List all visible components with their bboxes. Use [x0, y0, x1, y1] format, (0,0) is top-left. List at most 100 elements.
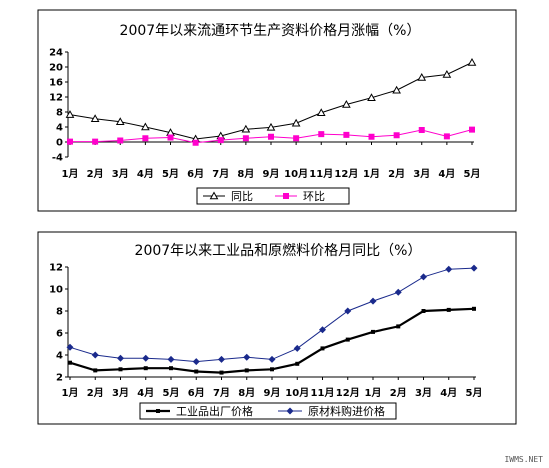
chart-1-series-1-point [417, 72, 427, 81]
chart-1-series-1-point [266, 122, 276, 131]
chart-1-x-tick-label: 4月 [438, 168, 455, 180]
chart-1-x-tick-label: 9月 [263, 168, 280, 180]
chart-2-series-2-point [445, 265, 453, 273]
chart-1-x-tick-label: 2月 [87, 168, 104, 180]
chart-1-x-tick-label: 3月 [413, 168, 430, 180]
chart-1-series-2-point [293, 135, 300, 142]
chart-1-series-2-point [393, 132, 400, 139]
chart-2-x-tick-label: 2月 [390, 387, 407, 399]
chart-1-x-tick-label: 1月 [62, 168, 79, 180]
chart-2-series [66, 264, 478, 375]
chart-2-series-2-point [394, 288, 402, 296]
chart-2-series-2-point [91, 351, 99, 359]
chart-2-series-1-point [93, 368, 98, 373]
chart-2-legend-label-1: 工业品出厂价格 [176, 404, 253, 418]
chart-1-series-2-point [67, 138, 73, 145]
chart-1-series-1-point [291, 118, 301, 127]
chart-2-series-1-point [68, 360, 72, 365]
chart-1-series-1-point [392, 85, 401, 94]
chart-2-x-tick-label: 12月 [336, 387, 360, 399]
chart-1-series-1-point [442, 69, 452, 78]
chart-2-series-1-point [446, 307, 451, 312]
chart-1-series-2-point [192, 139, 199, 146]
chart-2-x-tick-label: 4月 [137, 387, 154, 399]
chart-1-axes: -4 0 4 8 12 16 20 24 1月 2月 3月 4月 5月 6月 7月 8月 9月 10月 11月 12月… [49, 48, 480, 181]
chart-1-series-1-point [141, 122, 150, 131]
chart-1-series-1-point [367, 93, 376, 102]
chart-1-series-2-point [142, 135, 149, 142]
chart-2-y-tick-label: 6 [56, 329, 63, 340]
chart-2-series-2-point [293, 344, 301, 352]
chart-2-axes: 2 4 6 8 10 12 1月 2月 3月 4月 5月 6月 7月 8月 9月 10月 11月 12月 1月 2月 3… [49, 263, 482, 400]
chart-2-x-tick-label: 2月 [87, 387, 104, 399]
chart-2-x-tick-label: 4月 [440, 387, 457, 399]
chart-1-y-tick-label: 24 [49, 48, 63, 59]
chart-1-y-tick-label: 16 [49, 78, 63, 89]
chart-1-legend-label-2: 环比 [303, 190, 325, 203]
chart-2-series-2-point [142, 354, 150, 362]
chart-1-x-tick-label: 1月 [363, 168, 380, 180]
chart-2-series-1-point [169, 366, 173, 371]
chart-1-series-2-point [368, 133, 375, 140]
chart-1-series-2-point [343, 131, 350, 138]
chart-2-frame [37, 231, 517, 425]
chart-1-legend [196, 187, 350, 205]
chart-1-x-tick-label: 7月 [212, 168, 229, 180]
chart-2-series-2-point [268, 355, 276, 363]
chart-1-x-tick-label: 8月 [237, 168, 254, 180]
chart-1-series-2-point [167, 134, 174, 141]
chart-1-x-tick-label: 12月 [334, 168, 358, 180]
chart-2-y-tick-label: 2 [56, 373, 63, 384]
chart-1-series-1-point [65, 110, 75, 118]
chart-1-series-1-point [115, 117, 125, 126]
chart-2-x-tick-label: 5月 [466, 387, 483, 399]
chart-2-x-tick-label: 3月 [112, 387, 129, 399]
chart-1-series-2-point [217, 137, 224, 144]
chart-2-y-tick-label: 4 [56, 351, 63, 362]
chart-1-series-2-point [242, 135, 249, 142]
chart-1-x-tick-label: 6月 [187, 168, 204, 180]
chart-1-x-tick-label: 10月 [284, 168, 308, 180]
chart-2-series-1-point [244, 368, 249, 373]
chart-1-series-2-point [92, 138, 99, 145]
chart-2-x-tick-label: 6月 [188, 387, 205, 399]
chart-2-legend-marker-1 [156, 409, 160, 413]
chart-1-x-tick-label: 4月 [137, 168, 154, 180]
chart-1-legend-marker-2 [283, 193, 289, 199]
chart-2-series-1-point [118, 367, 123, 372]
chart-1-x-tick-label: 5月 [464, 168, 481, 180]
chart-1-y-tick-label: 20 [49, 63, 63, 74]
chart-1-series-1-point [90, 114, 100, 123]
chart-2-x-tick-label: 3月 [415, 387, 432, 399]
chart-2-series-2-point [218, 355, 225, 363]
chart-2-series-2-point [66, 343, 74, 351]
chart-2-title: 2007年以来工业品和原燃料价格月同比（%） [135, 242, 422, 259]
chart-2-series-2-point [420, 273, 427, 281]
chart-1-frame [37, 9, 517, 212]
chart-2-series-1-point [371, 329, 375, 334]
chart-2-series-1-point [421, 309, 426, 313]
chart-1-x-tick-label: 5月 [162, 168, 179, 180]
chart-1-x-tick-label: 11月 [309, 168, 333, 180]
chart-1-series [65, 57, 477, 146]
chart-2-x-tick-label: 7月 [213, 387, 230, 399]
chart-1-legend-marker-1 [209, 191, 219, 200]
chart-1-y-tick-label: 12 [49, 93, 63, 104]
chart-2-legend [139, 402, 397, 420]
chart-1-series-2-point [469, 126, 475, 133]
chart-2-series-1-point [143, 366, 148, 371]
chart-1-y-tick-label: 8 [56, 108, 63, 119]
chart-2-legend-label-2: 原材料购进价格 [308, 404, 385, 418]
chart-2-series-1-point [320, 346, 325, 351]
chart-1-y-tick-label: 0 [56, 138, 63, 149]
chart-2-series-2-point [319, 326, 326, 334]
chart-2-y-tick-label: 10 [49, 285, 63, 296]
chart-1-y-tick-label: 4 [56, 123, 63, 134]
chart-1-series-1-point [467, 57, 477, 66]
chart-2-series-2-point [243, 353, 251, 361]
chart-2-series-1-point [345, 337, 350, 342]
chart-2-series-2-point [167, 355, 175, 363]
chart-2-x-tick-label: 1月 [62, 387, 79, 399]
chart-2-legend-marker-2 [286, 407, 294, 415]
